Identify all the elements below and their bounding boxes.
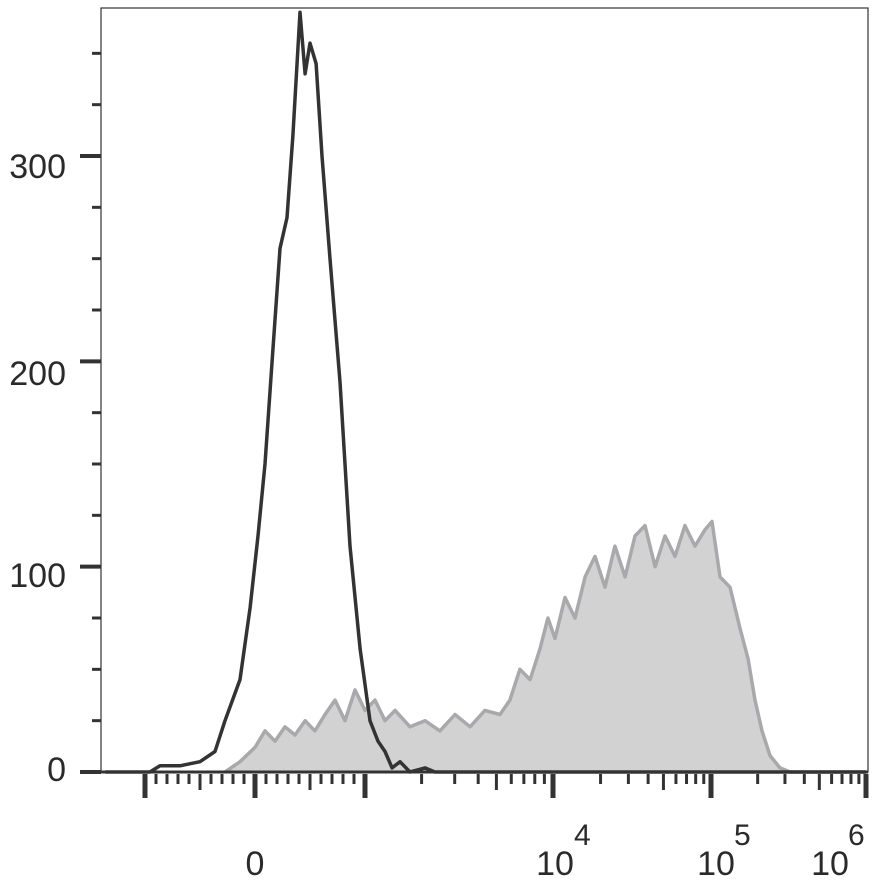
control-histogram-line bbox=[105, 10, 866, 774]
x-tick-label-1e4-base: 10 bbox=[536, 845, 574, 883]
series-layer bbox=[105, 10, 867, 774]
stained-histogram-fill bbox=[224, 521, 867, 772]
y-tick-label-300: 300 bbox=[9, 148, 66, 186]
labels-layer: 0 100 200 300 0 10 4 10 5 10 6 bbox=[9, 148, 864, 883]
x-tick-label-1e5-base: 10 bbox=[697, 845, 735, 883]
x-tick-label-0: 0 bbox=[246, 845, 265, 883]
y-tick-label-100: 100 bbox=[9, 557, 66, 595]
x-tick-label-1e5-exp: 5 bbox=[734, 819, 751, 852]
stained-histogram-outline bbox=[224, 519, 866, 774]
y-tick-label-0: 0 bbox=[47, 751, 66, 789]
axes-layer bbox=[80, 51, 869, 798]
y-tick-label-200: 200 bbox=[9, 355, 66, 393]
x-tick-label-1e6-base: 10 bbox=[811, 845, 849, 883]
x-tick-label-1e6-exp: 6 bbox=[848, 819, 865, 852]
x-tick-label-1e4-exp: 4 bbox=[574, 819, 591, 852]
plot-frame bbox=[100, 7, 869, 773]
